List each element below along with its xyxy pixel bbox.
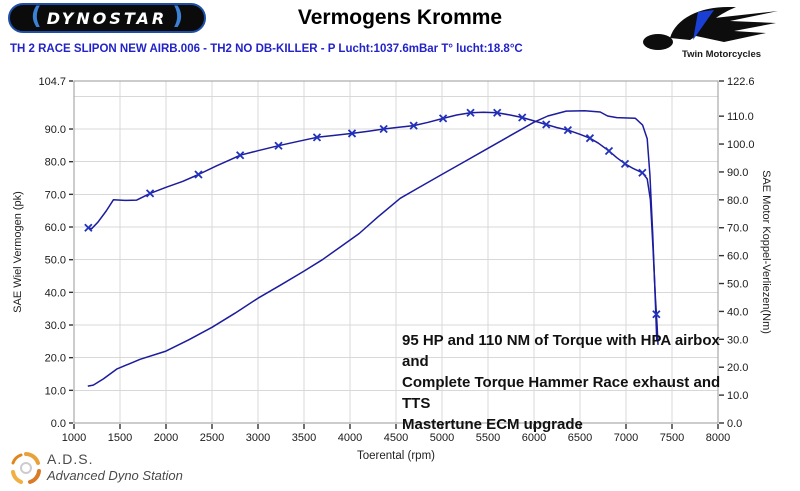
x-axis-tick-label: 5000 (430, 432, 454, 444)
right-axis-tick-label: 40.0 (727, 306, 748, 318)
x-axis-tick-label: 8000 (706, 432, 730, 444)
page-title: Vermogens Kromme (297, 6, 503, 29)
x-marker-icon (379, 124, 388, 134)
twin-motorcycles-logo: Twin Motorcycles (643, 7, 778, 60)
x-marker-icon (194, 170, 203, 179)
x-axis-tick-label: 4500 (384, 432, 408, 444)
right-axis-tick-label: 110.0 (727, 111, 754, 123)
logo-blue-accent-shape (693, 10, 714, 40)
dynostar-logo-text: DYNOSTAR (46, 8, 168, 28)
x-marker-icon (84, 223, 93, 232)
x-marker-icon (312, 133, 322, 142)
x-marker-icon (409, 121, 418, 130)
left-axis-title: SAE Wiel Vermogen (pk) (12, 191, 24, 313)
run-info-line: TH 2 RACE SLIPON NEW AIRB.006 - TH2 NO D… (10, 43, 523, 55)
right-axis-tick-label: 60.0 (727, 251, 748, 263)
x-axis-tick-label: 2000 (154, 432, 178, 444)
right-axis-tick-label: 10.0 (727, 390, 748, 402)
x-axis-tick-label: 6500 (568, 432, 592, 444)
left-axis-tick-label: 80.0 (45, 157, 66, 169)
dynostar-logo-left-bracket-icon: ( (30, 2, 42, 30)
x-axis-tick-label: 3500 (292, 432, 316, 444)
x-marker-icon (563, 125, 572, 135)
right-axis-tick-label: 20.0 (727, 362, 748, 374)
x-axis-tick-label: 3000 (246, 432, 270, 444)
ads-full-name: Advanced Dyno Station (47, 468, 183, 483)
left-axis-tick-label: 104.7 (38, 76, 66, 88)
x-marker-icon (638, 168, 647, 177)
x-axis-tick-label: 4000 (338, 432, 362, 444)
twin-motorcycles-logo-text: Twin Motorcycles (682, 49, 761, 60)
ads-abbreviation: A.D.S. (47, 451, 94, 467)
engine-torque-nm-curve (88, 111, 659, 345)
x-axis-tick-label: 7000 (614, 432, 638, 444)
left-axis-tick-label: 60.0 (45, 222, 66, 234)
x-axis-tick-label: 7500 (660, 432, 684, 444)
left-axis-tick-label: 0.0 (51, 418, 66, 430)
logo-wing-shape (696, 11, 778, 42)
right-axis-title: SAE Motor Koppel-Verliezen(Nm) (760, 170, 772, 334)
x-marker-icon (236, 151, 245, 160)
left-axis-tick-label: 20.0 (45, 353, 66, 365)
x-axis-tick-label: 6000 (522, 432, 546, 444)
x-marker-icon (347, 129, 357, 138)
logo-front-wheel-shape (643, 34, 673, 50)
x-marker-icon (466, 108, 475, 117)
x-axis-tick-label: 2500 (200, 432, 224, 444)
tuner-annotation: 95 HP and 110 NM of Torque with HPA airb… (402, 330, 732, 435)
left-axis-tick-label: 40.0 (45, 287, 66, 299)
x-marker-icon (542, 120, 551, 129)
x-marker-icon (620, 159, 630, 168)
x-marker-icon (518, 113, 527, 122)
annotation-line-1: 95 HP and 110 NM of Torque with HPA airb… (402, 332, 720, 370)
right-axis-tick-label: 122.6 (727, 76, 755, 88)
left-axis-tick-label: 90.0 (45, 124, 66, 136)
x-axis-tick-label: 5500 (476, 432, 500, 444)
x-axis-tick-label: 1000 (62, 432, 86, 444)
x-marker-icon (493, 108, 502, 117)
left-axis-tick-label: 70.0 (45, 189, 66, 201)
x-marker-icon (438, 114, 448, 123)
left-axis-tick-label: 10.0 (45, 385, 66, 397)
wheel-power-pk-curve (87, 109, 658, 387)
plot-border (73, 80, 719, 424)
right-axis-tick-label: 70.0 (727, 223, 748, 235)
x-axis-tick-label: 1500 (108, 432, 132, 444)
annotation-line-2: Complete Torque Hammer Race exhaust and … (402, 374, 721, 412)
dynostar-logo-right-bracket-icon: ) (172, 2, 184, 30)
x-axis-title: Toerental (rpm) (357, 450, 435, 462)
left-axis-tick-label: 30.0 (45, 320, 66, 332)
left-axis-tick-label: 50.0 (45, 255, 66, 267)
x-marker-icon (604, 146, 614, 156)
right-axis-tick-label: 80.0 (727, 195, 748, 207)
x-marker-icon (652, 310, 661, 319)
ads-swirl-icon (11, 452, 41, 484)
right-axis-tick-label: 100.0 (727, 139, 755, 151)
right-axis-tick-label: 90.0 (727, 167, 748, 179)
dynostar-logo: ( DYNOSTAR ) (8, 3, 206, 33)
x-marker-icon (585, 134, 595, 143)
right-axis-tick-label: 50.0 (727, 279, 748, 291)
annotation-line-3: Mastertune ECM upgrade (402, 416, 583, 433)
x-marker-icon (145, 189, 155, 198)
x-marker-icon (274, 141, 283, 150)
right-axis-tick-label: 0.0 (727, 418, 742, 430)
right-axis-tick-label: 30.0 (727, 334, 748, 346)
